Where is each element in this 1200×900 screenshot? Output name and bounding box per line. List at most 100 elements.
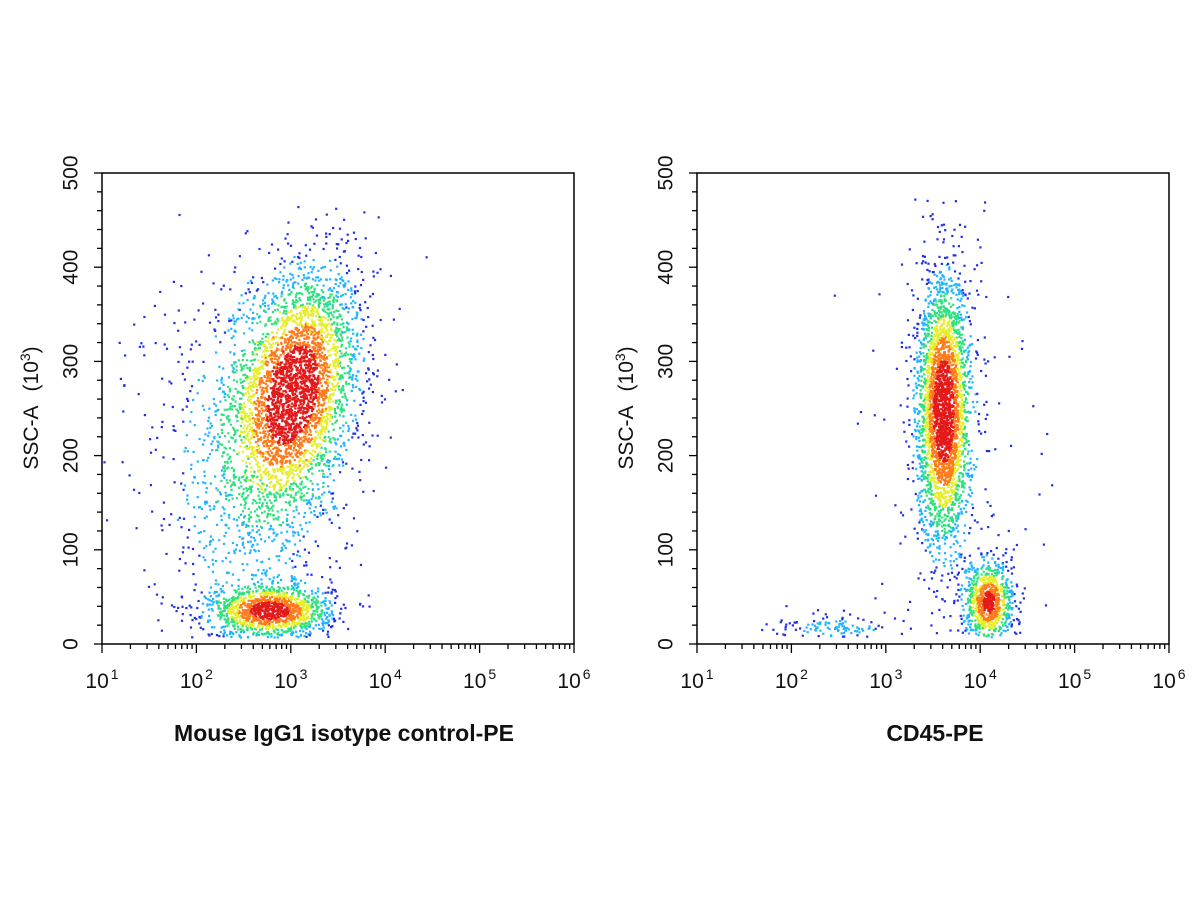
event-dot xyxy=(305,351,308,354)
event-dot xyxy=(314,417,317,420)
event-dot xyxy=(250,411,253,414)
event-dot xyxy=(243,352,246,356)
event-dot xyxy=(263,296,266,299)
event-dot xyxy=(304,321,307,324)
event-dot xyxy=(293,604,296,607)
event-dot xyxy=(318,304,321,307)
event-dot xyxy=(299,411,302,414)
event-dot xyxy=(291,621,294,624)
event-dot xyxy=(275,370,279,373)
event-dot xyxy=(297,485,300,488)
event-dot xyxy=(248,327,251,330)
event-dot xyxy=(284,355,288,358)
event-dot xyxy=(344,351,348,354)
event-dot xyxy=(293,351,296,354)
event-dot xyxy=(272,408,275,411)
event-dot xyxy=(281,542,284,545)
event-dot xyxy=(254,613,257,616)
event-dot xyxy=(281,458,284,461)
event-dot xyxy=(308,302,312,305)
event-dot xyxy=(306,335,309,339)
event-dot xyxy=(302,380,305,383)
event-dot xyxy=(289,611,292,614)
event-dot xyxy=(425,256,428,259)
event-dot xyxy=(303,438,306,441)
event-dot xyxy=(267,420,270,423)
event-dot xyxy=(289,596,293,599)
event-dot xyxy=(245,487,248,490)
event-dot xyxy=(323,303,326,306)
event-dot xyxy=(255,378,258,381)
event-dot xyxy=(266,615,269,618)
event-dot xyxy=(276,388,279,391)
event-dot xyxy=(300,441,303,444)
event-dot xyxy=(320,424,323,427)
event-dot xyxy=(269,354,273,357)
event-dot xyxy=(312,610,315,613)
event-dot xyxy=(285,333,288,337)
event-dot xyxy=(295,610,298,613)
event-dot xyxy=(319,332,322,335)
event-dot xyxy=(265,587,268,590)
event-dot xyxy=(267,320,270,323)
event-dot xyxy=(310,433,313,437)
event-dot xyxy=(347,364,350,368)
event-dot xyxy=(317,318,320,321)
event-dot xyxy=(303,309,306,312)
event-dot xyxy=(320,355,323,358)
event-dot xyxy=(225,612,228,616)
event-dot xyxy=(287,376,290,379)
event-dot xyxy=(315,598,318,601)
event-dot xyxy=(174,429,177,432)
event-dot xyxy=(305,424,308,427)
event-dot xyxy=(255,430,258,433)
event-dot xyxy=(321,454,325,457)
event-dot xyxy=(288,623,291,626)
event-dot xyxy=(257,494,260,497)
event-dot xyxy=(262,350,265,353)
event-dot xyxy=(297,512,300,515)
event-dot xyxy=(227,457,230,461)
event-dot xyxy=(283,409,286,412)
event-dot xyxy=(222,413,225,416)
event-dot xyxy=(303,600,306,604)
event-dot xyxy=(282,457,286,460)
event-dot xyxy=(298,323,301,326)
event-dot xyxy=(253,420,256,423)
event-dot xyxy=(230,631,233,634)
event-dot xyxy=(270,397,273,400)
event-dot xyxy=(219,615,222,618)
event-dot xyxy=(318,293,321,296)
event-dot xyxy=(309,374,312,377)
event-dot xyxy=(367,367,370,370)
event-dot xyxy=(324,361,327,364)
event-dot xyxy=(284,422,287,425)
event-dot xyxy=(323,454,326,457)
event-dot xyxy=(227,604,230,607)
event-dot xyxy=(279,415,282,418)
event-dot xyxy=(322,377,325,380)
event-dot xyxy=(269,596,272,599)
event-dot xyxy=(247,438,250,441)
event-dot xyxy=(315,331,318,334)
event-dot xyxy=(240,599,243,603)
event-dot xyxy=(328,468,331,471)
event-dot xyxy=(334,278,337,281)
event-dot xyxy=(358,303,362,306)
event-dot xyxy=(302,355,305,358)
event-dot xyxy=(380,401,384,404)
event-dot xyxy=(262,589,265,593)
event-dot xyxy=(265,389,268,392)
event-dot xyxy=(254,368,257,371)
event-dot xyxy=(336,265,339,268)
event-dot xyxy=(265,620,268,623)
event-dot xyxy=(275,621,279,624)
event-dot xyxy=(293,479,296,482)
event-dot xyxy=(276,408,279,411)
event-dot xyxy=(287,242,290,245)
event-dot xyxy=(220,469,224,472)
event-dot xyxy=(315,389,318,392)
event-dot xyxy=(350,289,353,292)
event-dot xyxy=(338,403,341,406)
